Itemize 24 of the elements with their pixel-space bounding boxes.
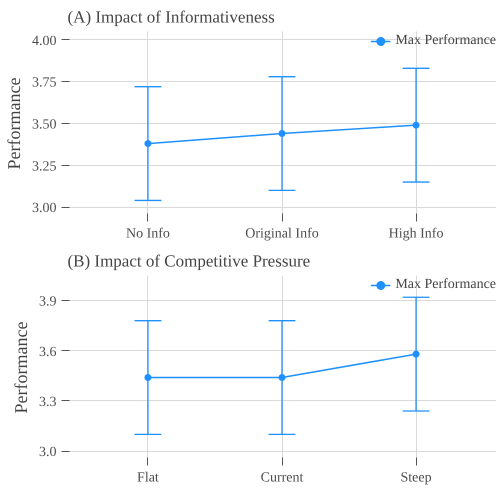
- x-tick-label: Current: [260, 470, 304, 486]
- y-tick-label: 3.75: [32, 76, 56, 91]
- y-tick-label: 3.0: [39, 445, 56, 460]
- point: [144, 140, 152, 148]
- y-axis-title: Performance: [4, 78, 24, 170]
- y-tick-label: 3.6: [39, 344, 56, 360]
- x-tick-label: Steep: [400, 470, 432, 486]
- point: [412, 122, 420, 129]
- chart-title: (B) Impact of Competitive Pressure: [68, 252, 310, 270]
- x-tick-label: Flat: [137, 470, 159, 486]
- legend-label: Max Performance: [395, 277, 496, 293]
- x-tick-label: High Info: [388, 226, 444, 242]
- x-tick-label: Original Info: [245, 226, 319, 242]
- y-tick-label: 3.50: [32, 118, 56, 132]
- y-tick-label: 3.3: [39, 394, 56, 410]
- y-tick-label: 4.00: [32, 34, 56, 49]
- y-tick-label: 3.25: [32, 159, 56, 174]
- y-tick-label: 3.00: [32, 201, 56, 216]
- x-tick-label: No Info: [126, 226, 170, 242]
- legend-label: Max Performance: [395, 33, 496, 49]
- y-axis-title: Performance: [11, 322, 31, 414]
- point: [278, 130, 286, 138]
- chart-title: (A) Impact of Informativeness: [68, 8, 275, 26]
- y-tick-label: 3.9: [39, 294, 56, 310]
